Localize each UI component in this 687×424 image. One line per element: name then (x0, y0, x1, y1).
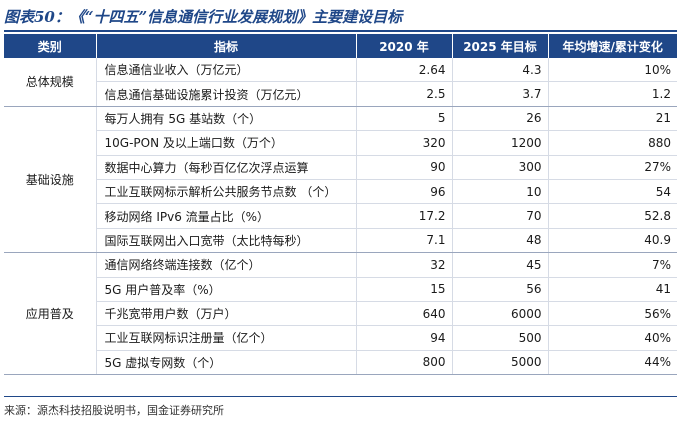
change-cell: 27% (548, 155, 677, 180)
table-row: 工业互联网标识注册量（亿个） 94 500 40% (4, 325, 677, 351)
value-2020-cell: 320 (356, 130, 453, 156)
value-2025-cell: 56 (452, 277, 549, 302)
value-2020-cell: 94 (356, 325, 453, 351)
value-2020-cell: 5 (356, 106, 453, 132)
indicator-cell: 工业互联网标识注册量（亿个） (96, 325, 357, 351)
indicator-cell: 数据中心算力（每秒百亿亿次浮点运算 (96, 155, 357, 180)
bottom-rule (4, 396, 677, 397)
indicator-cell: 移动网络 IPv6 流量占比（%） (96, 203, 357, 229)
table-title: 图表50：《“十四五”信息通信行业发展规划》主要建设目标 (4, 8, 403, 26)
value-2025-cell: 3.7 (452, 81, 549, 107)
value-2020-cell: 90 (356, 155, 453, 180)
table-row: 总体规模 信息通信业收入（万亿元） 2.64 4.3 10% (4, 58, 677, 107)
value-2020-cell: 640 (356, 301, 453, 327)
table-row: 工业互联网标示解析公共服务节点数 （个） 96 10 54 (4, 179, 677, 205)
value-2025-cell: 500 (452, 325, 549, 351)
value-2025-cell: 70 (452, 203, 549, 229)
value-2025-cell: 26 (452, 106, 549, 132)
table-row: 数据中心算力（每秒百亿亿次浮点运算 90 300 27% (4, 155, 677, 180)
indicator-cell: 通信网络终端连接数（亿个） (96, 252, 357, 278)
table-row: 5G 虚拟专网数（个） 800 5000 44% (4, 350, 677, 376)
indicator-cell: 5G 用户普及率（%） (96, 277, 357, 302)
header-2025: 2025 年目标 (452, 34, 549, 58)
table-row: 千兆宽带用户数（万户） 640 6000 56% (4, 301, 677, 327)
title-rule (4, 30, 677, 32)
category-cell: 基础设施 (4, 106, 97, 254)
value-2020-cell: 800 (356, 350, 453, 376)
indicator-cell: 10G-PON 及以上端口数（万个） (96, 130, 357, 156)
value-2020-cell: 96 (356, 179, 453, 205)
value-2025-cell: 10 (452, 179, 549, 205)
value-2020-cell: 15 (356, 277, 453, 302)
change-cell: 880 (548, 130, 677, 156)
table-row: 10G-PON 及以上端口数（万个） 320 1200 880 (4, 130, 677, 156)
indicator-cell: 工业互联网标示解析公共服务节点数 （个） (96, 179, 357, 205)
value-2025-cell: 4.3 (452, 58, 549, 83)
table-row: 移动网络 IPv6 流量占比（%） 17.2 70 52.8 (4, 203, 677, 229)
category-cell: 应用普及 (4, 252, 97, 376)
indicator-cell: 国际互联网出入口宽带（太比特每秒） (96, 228, 357, 254)
value-2020-cell: 32 (356, 252, 453, 278)
targets-table: 类别 指标 2020 年 2025 年目标 年均增速/累计变化 总体规模 信息通… (4, 34, 677, 376)
indicator-cell: 信息通信基础设施累计投资（万亿元） (96, 81, 357, 107)
change-cell: 41 (548, 277, 677, 302)
value-2025-cell: 300 (452, 155, 549, 180)
indicator-cell: 信息通信业收入（万亿元） (96, 58, 357, 83)
change-cell: 56% (548, 301, 677, 327)
change-cell: 1.2 (548, 81, 677, 107)
change-cell: 52.8 (548, 203, 677, 229)
indicator-cell: 千兆宽带用户数（万户） (96, 301, 357, 327)
change-cell: 7% (548, 252, 677, 278)
table-row: 信息通信基础设施累计投资（万亿元） 2.5 3.7 1.2 (4, 81, 677, 107)
source-note: 来源：源杰科技招股说明书，国金证券研究所 (4, 404, 224, 417)
table-row: 5G 用户普及率（%） 15 56 41 (4, 277, 677, 302)
value-2020-cell: 7.1 (356, 228, 453, 254)
indicator-cell: 每万人拥有 5G 基站数（个） (96, 106, 357, 132)
category-cell: 总体规模 (4, 58, 97, 107)
value-2020-cell: 17.2 (356, 203, 453, 229)
change-cell: 10% (548, 58, 677, 83)
header-2020: 2020 年 (356, 34, 453, 58)
value-2025-cell: 48 (452, 228, 549, 254)
indicator-cell: 5G 虚拟专网数（个） (96, 350, 357, 376)
header-category: 类别 (4, 34, 97, 58)
header-indicator: 指标 (96, 34, 357, 58)
change-cell: 21 (548, 106, 677, 132)
value-2025-cell: 45 (452, 252, 549, 278)
table-row: 国际互联网出入口宽带（太比特每秒） 7.1 48 40.9 (4, 228, 677, 254)
header-change: 年均增速/累计变化 (548, 34, 677, 58)
header-row: 类别 指标 2020 年 2025 年目标 年均增速/累计变化 (4, 34, 677, 58)
change-cell: 40.9 (548, 228, 677, 254)
table-row: 基础设施 每万人拥有 5G 基站数（个） 5 26 21 (4, 106, 677, 254)
table-row: 应用普及 通信网络终端连接数（亿个） 32 45 7% (4, 252, 677, 376)
value-2020-cell: 2.64 (356, 58, 453, 83)
value-2025-cell: 1200 (452, 130, 549, 156)
change-cell: 44% (548, 350, 677, 376)
value-2025-cell: 5000 (452, 350, 549, 376)
change-cell: 40% (548, 325, 677, 351)
change-cell: 54 (548, 179, 677, 205)
value-2020-cell: 2.5 (356, 81, 453, 107)
value-2025-cell: 6000 (452, 301, 549, 327)
